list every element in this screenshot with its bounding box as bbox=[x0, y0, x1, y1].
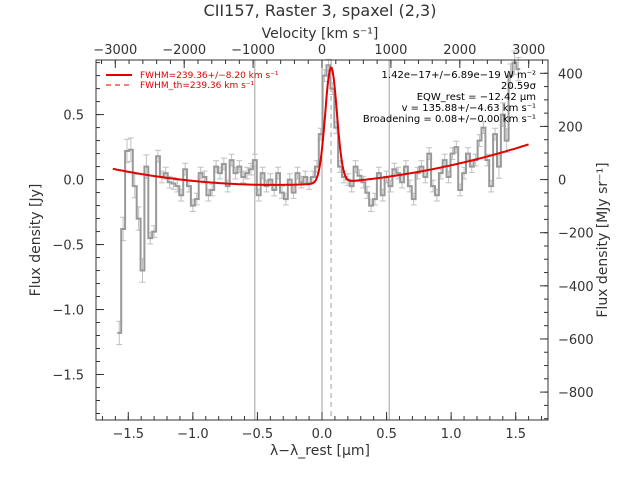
y2-tick-label: 200 bbox=[558, 120, 583, 135]
x-tick-label: 0.0 bbox=[312, 427, 333, 442]
right-axis-label: Flux density [MJy sr⁻¹] bbox=[595, 162, 611, 317]
y2-tick-label: −800 bbox=[558, 386, 594, 401]
spectrum-series bbox=[117, 61, 521, 334]
y2-tick-label: 0 bbox=[558, 174, 566, 189]
y2-tick-label: 400 bbox=[558, 67, 583, 82]
plot-area bbox=[112, 50, 529, 420]
right-axis: 400 200 0 −200 −400 −600 −800 bbox=[540, 67, 594, 420]
x2-tick-label: 1000 bbox=[374, 43, 407, 58]
fit-annotation: Broadening = 0.08+/−0.00 km s⁻¹ bbox=[363, 114, 536, 125]
y-tick-label: 0.5 bbox=[63, 109, 84, 124]
bottom-axis: −1.5 −1.0 −0.5 0.0 0.5 1.0 1.5 bbox=[101, 412, 543, 442]
legend: FWHM=239.36+/−8.20 km s⁻¹FWHM_th=239.36 … bbox=[106, 71, 279, 91]
x-tick-label: 1.0 bbox=[441, 427, 462, 442]
fit-annotation: v = 135.88+/−4.63 km s⁻¹ bbox=[402, 103, 536, 114]
x2-tick-label: 2000 bbox=[443, 43, 476, 58]
x-tick-label: 0.5 bbox=[376, 427, 397, 442]
y-axis-label: Flux density [Jy] bbox=[28, 184, 44, 297]
y-tick-label: −0.5 bbox=[52, 239, 84, 254]
fit-annotation: 1.42e−17+/−6.89e−19 W m⁻² bbox=[382, 70, 536, 81]
y-tick-label: −1.5 bbox=[52, 369, 84, 384]
x-tick-label: −1.0 bbox=[177, 427, 209, 442]
x2-tick-label: −3000 bbox=[93, 43, 137, 58]
fit-curve bbox=[112, 66, 529, 186]
y2-tick-label: −200 bbox=[558, 227, 594, 242]
y-tick-label: 0.0 bbox=[63, 174, 84, 189]
x-axis-label: λ−λ_rest [μm] bbox=[270, 443, 370, 459]
x2-tick-label: −1000 bbox=[231, 43, 275, 58]
legend-label: FWHM_th=239.36 km s⁻¹ bbox=[140, 81, 255, 91]
left-axis: −1.5 −1.0 −0.5 0.0 0.5 bbox=[52, 62, 104, 415]
chart-title: CII157, Raster 3, spaxel (2,3) bbox=[204, 1, 437, 20]
y2-tick-label: −400 bbox=[558, 280, 594, 295]
fit-annotation: EQW_rest = −12.42 μm bbox=[417, 92, 536, 103]
x2-tick-label: −2000 bbox=[162, 43, 206, 58]
x2-tick-label: 3000 bbox=[512, 43, 545, 58]
fit-annotation: 20.59σ bbox=[501, 81, 537, 92]
x-tick-label: −0.5 bbox=[242, 427, 274, 442]
top-axis-label: Velocity [km s⁻¹] bbox=[262, 26, 379, 42]
x-tick-label: 1.5 bbox=[505, 427, 526, 442]
fit-annotations: 1.42e−17+/−6.89e−19 W m⁻²20.59σEQW_rest … bbox=[363, 70, 537, 125]
x2-tick-label: 0 bbox=[318, 43, 326, 58]
top-axis: −3000 −2000 −1000 0 1000 2000 3000 bbox=[93, 43, 545, 68]
y-tick-label: −1.0 bbox=[52, 304, 84, 319]
y2-tick-label: −600 bbox=[558, 333, 594, 348]
x-tick-label: −1.5 bbox=[112, 427, 144, 442]
legend-label: FWHM=239.36+/−8.20 km s⁻¹ bbox=[140, 71, 279, 81]
